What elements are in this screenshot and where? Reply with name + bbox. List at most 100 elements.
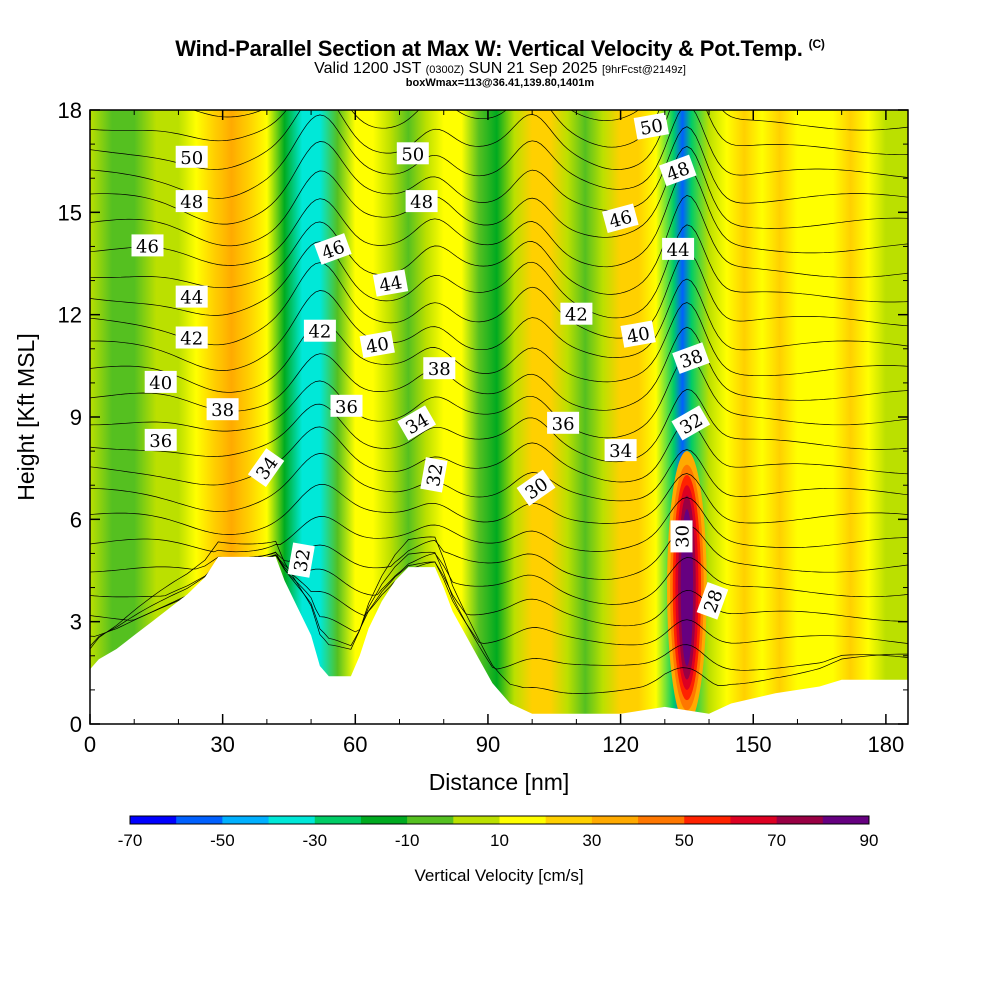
chart-subtitle: Valid 1200 JST (0300Z) SUN 21 Sep 2025 [… bbox=[0, 60, 1000, 78]
colorbar-swatch bbox=[314, 816, 362, 824]
colorbar-swatch bbox=[684, 816, 731, 824]
theta-label-text: 34 bbox=[609, 441, 632, 462]
colorbar-swatch bbox=[545, 816, 593, 824]
theta-label: 40 bbox=[620, 320, 656, 348]
theta-label-text: 48 bbox=[410, 192, 433, 213]
theta-label-text: 30 bbox=[673, 525, 694, 548]
theta-label-box bbox=[662, 237, 695, 260]
theta-label-box bbox=[516, 469, 556, 506]
colorbar-tick-label: 50 bbox=[675, 831, 694, 850]
theta-label-text: 32 bbox=[423, 462, 448, 488]
theta-label: 40 bbox=[359, 330, 395, 359]
colorbar-tick-label: -10 bbox=[395, 831, 420, 850]
theta-label: 46 bbox=[602, 203, 639, 234]
theta-contour-35 bbox=[90, 473, 908, 535]
theta-label: 38 bbox=[672, 342, 710, 374]
theta-label-box bbox=[131, 234, 164, 257]
theta-label: 46 bbox=[131, 234, 164, 257]
x-tick-label: 30 bbox=[210, 732, 234, 757]
theta-label-box bbox=[396, 142, 429, 165]
theta-label-text: 42 bbox=[180, 329, 203, 350]
chart-title: Wind-Parallel Section at Max W: Vertical… bbox=[0, 36, 1000, 62]
theta-label-box bbox=[672, 342, 710, 374]
theta-label-box bbox=[175, 326, 208, 349]
theta-label: 36 bbox=[547, 411, 580, 435]
theta-label-box bbox=[560, 302, 593, 325]
theta-label-box bbox=[175, 145, 208, 168]
utc-time: (0300Z) bbox=[425, 64, 465, 76]
theta-label-box bbox=[144, 370, 177, 393]
theta-label-box bbox=[658, 154, 697, 187]
y-axis-title: Height [Kft MSL] bbox=[13, 333, 39, 500]
y-tick-label: 9 bbox=[70, 405, 82, 430]
theta-label-text: 44 bbox=[667, 240, 690, 261]
theta-contour-52 bbox=[192, 110, 639, 121]
theta-contour-44 bbox=[90, 224, 908, 319]
theta-label: 48 bbox=[405, 190, 438, 213]
terrain bbox=[90, 556, 908, 724]
y-tick-label: 15 bbox=[58, 200, 82, 225]
theta-label-text: 40 bbox=[625, 323, 651, 348]
plot-area bbox=[90, 110, 908, 724]
theta-label-box bbox=[696, 582, 729, 620]
theta-label-text: 50 bbox=[180, 148, 203, 169]
theta-label-text: 32 bbox=[290, 547, 315, 573]
theta-label-box bbox=[671, 405, 711, 441]
theta-contour-46 bbox=[90, 168, 908, 268]
theta-label-text: 48 bbox=[180, 192, 203, 213]
theta-label-box bbox=[372, 269, 409, 297]
theta-label-box bbox=[314, 233, 352, 265]
theta-contour-45 bbox=[90, 195, 908, 295]
colorbar-swatch bbox=[499, 816, 547, 824]
theta-contour-36 bbox=[90, 449, 908, 512]
theta-contour-51 bbox=[90, 110, 908, 148]
theta-label-box bbox=[604, 439, 637, 462]
copyright-mark: (C) bbox=[808, 36, 825, 51]
theta-contour-38 bbox=[90, 389, 908, 463]
x-tick-label: 150 bbox=[735, 732, 772, 757]
theta-contour-48 bbox=[90, 126, 908, 225]
theta-contour-47 bbox=[90, 146, 908, 247]
theta-label: 48 bbox=[175, 190, 208, 213]
theta-label-box bbox=[287, 542, 315, 578]
colorbar-tick-label: 10 bbox=[490, 831, 509, 850]
theta-label-text: 36 bbox=[149, 431, 172, 452]
theta-contour-34 bbox=[90, 497, 908, 553]
x-tick-label: 0 bbox=[84, 732, 96, 757]
theta-contour-43 bbox=[90, 252, 908, 346]
theta-label-text: 42 bbox=[308, 322, 331, 343]
theta-label-box bbox=[620, 320, 656, 348]
valid-date: SUN 21 Sep 2025 bbox=[468, 60, 598, 77]
colorbar-tick-label: -50 bbox=[210, 831, 235, 850]
theta-label-box bbox=[397, 405, 437, 441]
colorbar-tick-label: -30 bbox=[302, 831, 327, 850]
theta-label-box bbox=[670, 520, 693, 553]
theta-label-text: 40 bbox=[149, 373, 172, 394]
theta-label-text: 36 bbox=[552, 414, 575, 435]
theta-label: 28 bbox=[696, 582, 729, 620]
theta-label: 42 bbox=[175, 326, 208, 350]
colorbar-swatch bbox=[591, 816, 639, 824]
theta-label-box bbox=[175, 285, 208, 308]
theta-label-box bbox=[359, 330, 395, 359]
theta-label-text: 38 bbox=[428, 359, 451, 380]
box-wmax-info: boxWmax=113@36.41,139.80,1401m bbox=[405, 77, 595, 89]
x-tick-label: 120 bbox=[602, 732, 639, 757]
theta-label: 44 bbox=[372, 269, 409, 297]
colorbar-swatch bbox=[730, 816, 778, 824]
colorbar-swatch bbox=[407, 816, 454, 824]
theta-contour-42 bbox=[90, 278, 908, 371]
y-tick-label: 3 bbox=[70, 610, 82, 635]
theta-label: 44 bbox=[175, 285, 208, 309]
theta-label: 38 bbox=[206, 398, 239, 421]
theta-label-text: 44 bbox=[180, 288, 203, 309]
chart-title-text: Wind-Parallel Section at Max W: Vertical… bbox=[175, 36, 803, 61]
colorbar-swatch bbox=[130, 816, 177, 824]
colorbar-swatch bbox=[360, 816, 408, 824]
x-tick-label: 60 bbox=[343, 732, 367, 757]
y-tick-label: 12 bbox=[58, 303, 82, 328]
theta-label: 30 bbox=[670, 520, 694, 553]
theta-label: 44 bbox=[662, 237, 695, 261]
theta-label-box bbox=[175, 190, 208, 213]
